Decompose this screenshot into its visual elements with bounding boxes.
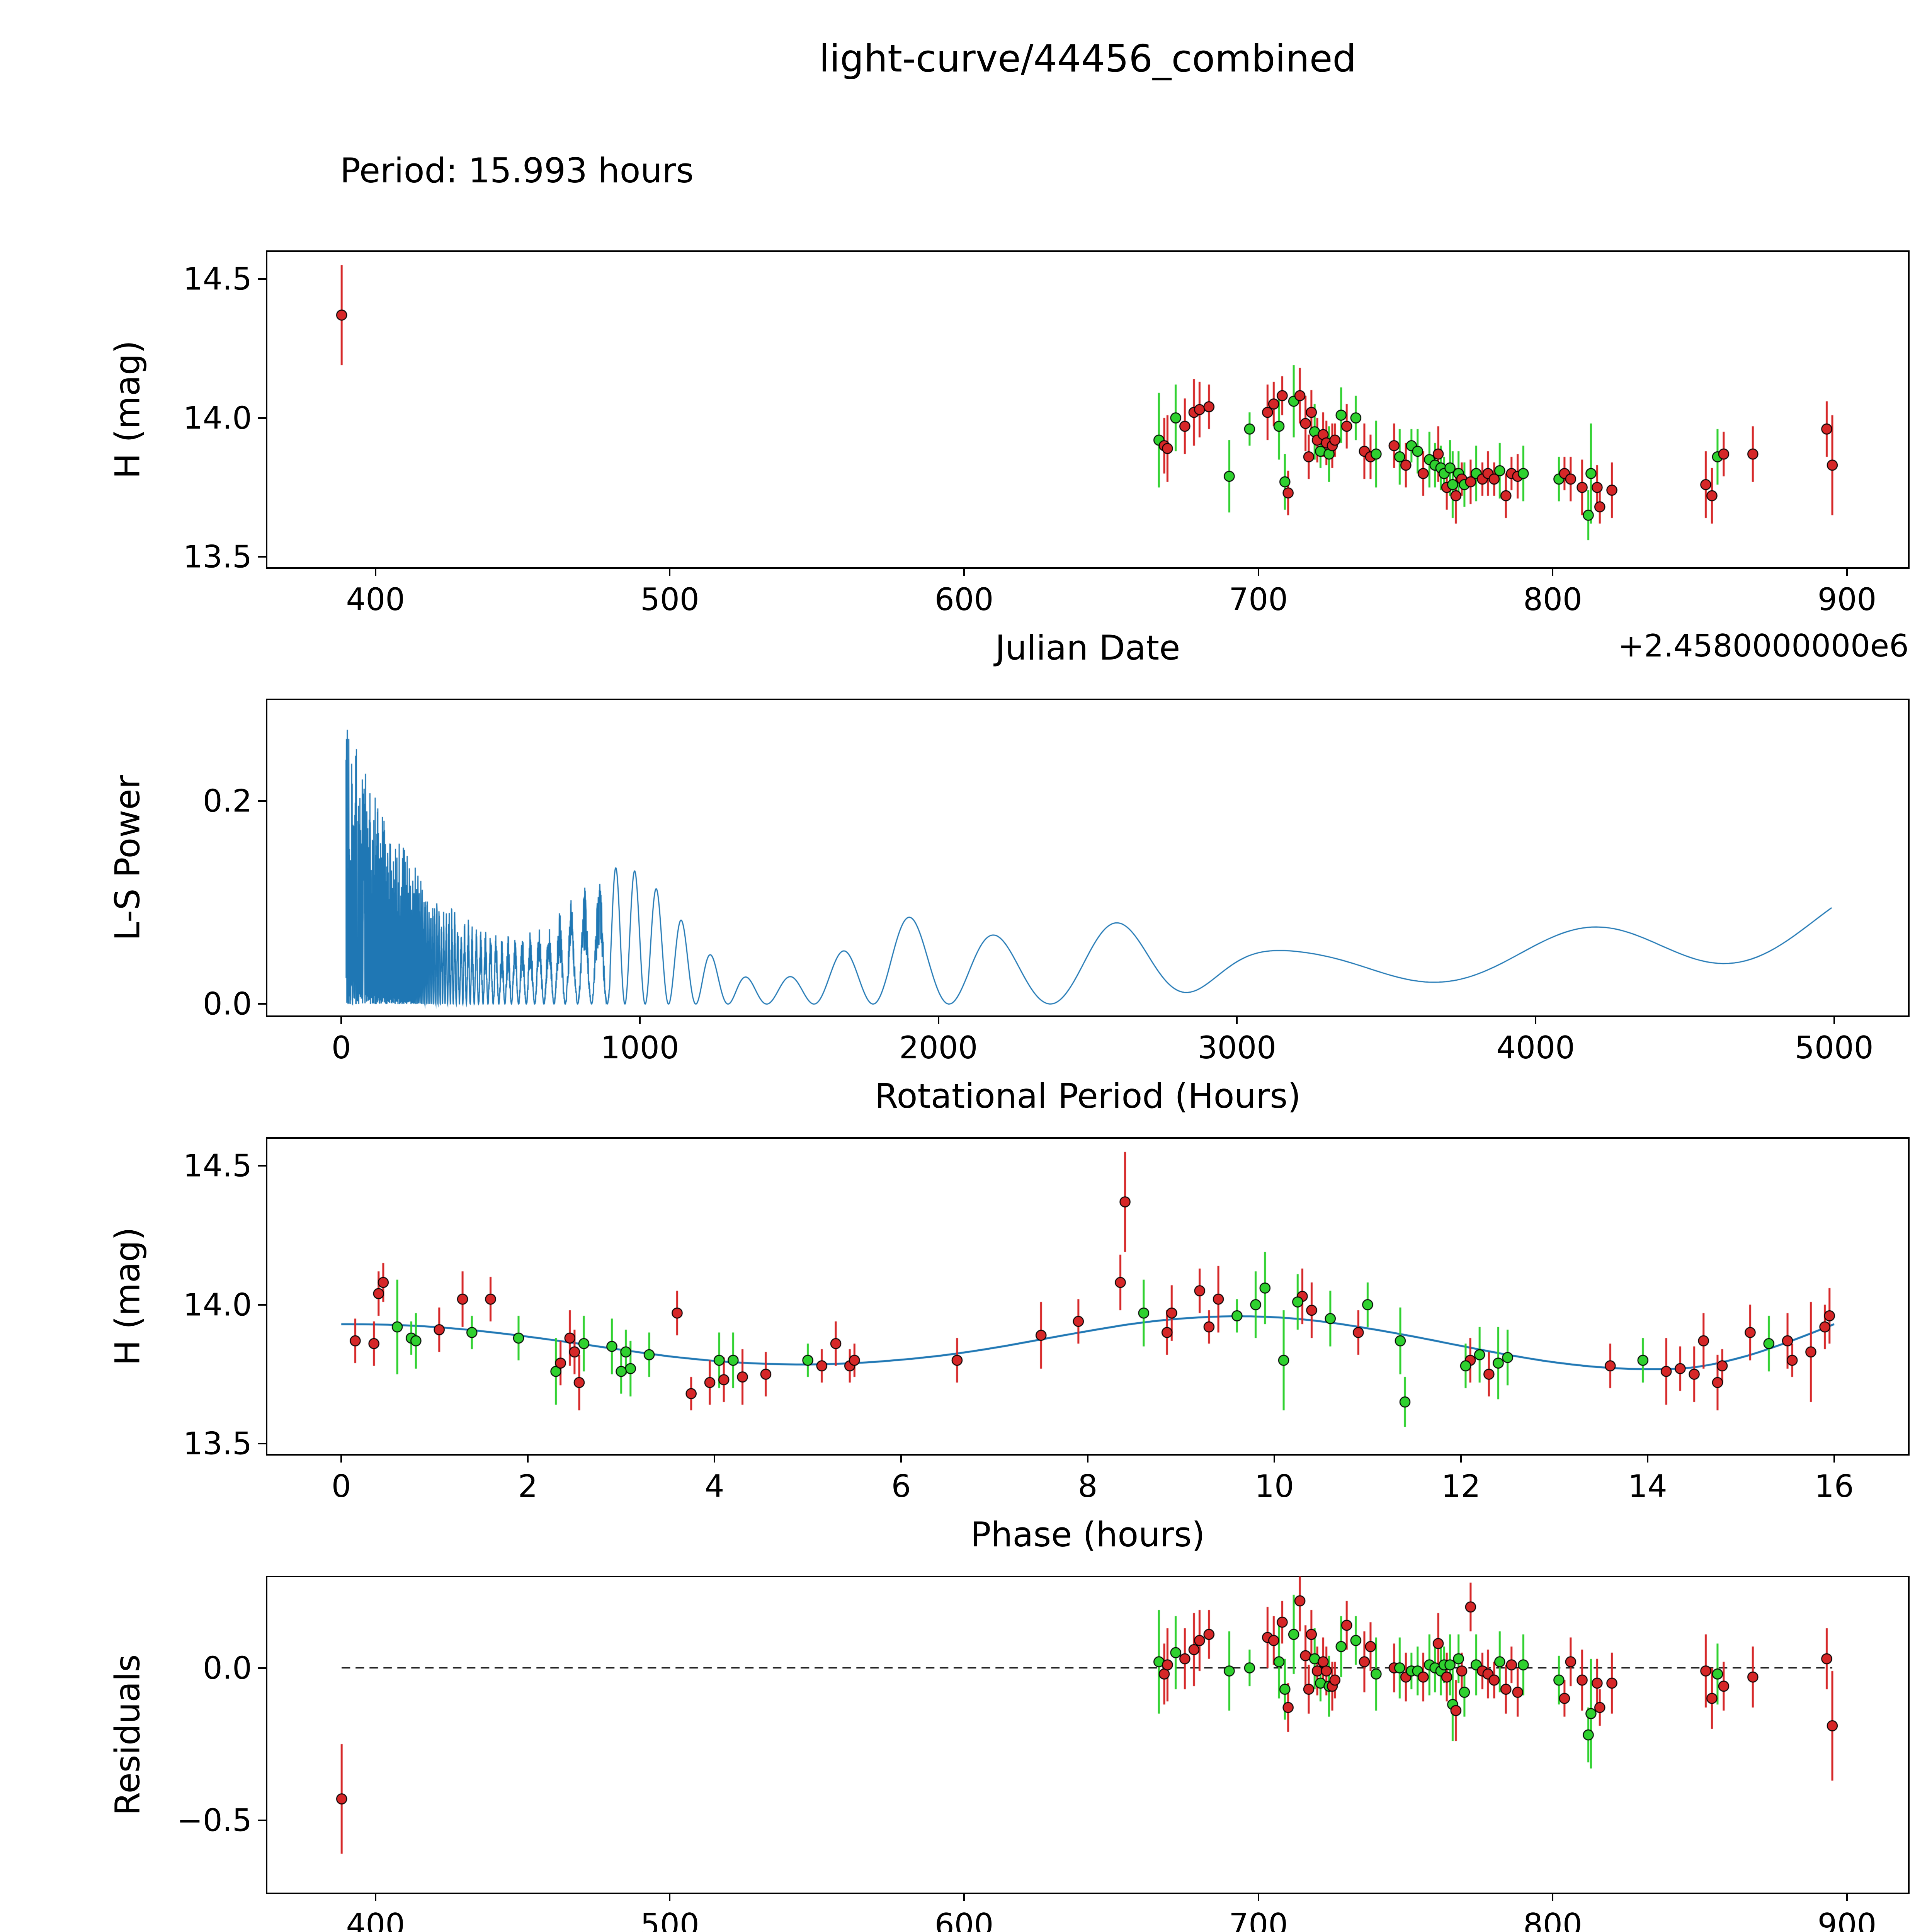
- phase-plot-area: [266, 1137, 1910, 1456]
- x-tick-mark: [1846, 1893, 1848, 1901]
- x-tick-mark: [1273, 1455, 1275, 1463]
- y-tick-mark: [258, 1003, 267, 1005]
- y-tick-label: −0.5: [177, 1802, 252, 1838]
- x-tick-mark: [374, 568, 376, 576]
- x-tick-label: 2: [518, 1468, 538, 1504]
- y-tick-label: 0.0: [202, 1650, 252, 1686]
- phase-xlabel: Phase (hours): [970, 1515, 1205, 1554]
- x-tick-label: 900: [1817, 1907, 1877, 1932]
- y-tick-mark: [258, 1819, 267, 1821]
- x-tick-label: 1000: [600, 1030, 679, 1066]
- x-tick-label: 800: [1523, 1907, 1582, 1932]
- x-tick-label: 900: [1817, 582, 1877, 617]
- x-tick-mark: [963, 568, 965, 576]
- x-tick-label: 700: [1229, 1907, 1288, 1932]
- x-tick-mark: [1236, 1016, 1238, 1024]
- y-tick-mark: [258, 278, 267, 280]
- x-tick-label: 12: [1441, 1468, 1481, 1504]
- periodogram-xlabel: Rotational Period (Hours): [874, 1076, 1301, 1116]
- y-tick-mark: [258, 1304, 267, 1306]
- periodogram-plot-area: [266, 699, 1910, 1017]
- y-tick-mark: [258, 1667, 267, 1669]
- x-tick-label: 3000: [1197, 1030, 1277, 1066]
- x-tick-label: 4000: [1496, 1030, 1575, 1066]
- x-tick-mark: [1087, 1455, 1088, 1463]
- y-tick-mark: [258, 417, 267, 419]
- x-tick-label: 800: [1523, 582, 1582, 617]
- periodogram-canvas: [267, 699, 1909, 1016]
- x-tick-mark: [1552, 568, 1554, 576]
- x-tick-label: 16: [1814, 1468, 1854, 1504]
- y-tick-label: 14.5: [183, 261, 252, 297]
- x-tick-label: 400: [346, 1907, 405, 1932]
- residuals-plot-area: [266, 1576, 1910, 1894]
- y-tick-mark: [258, 1165, 267, 1167]
- x-tick-label: 0: [331, 1030, 351, 1066]
- x-tick-mark: [669, 1893, 671, 1901]
- y-tick-label: 13.5: [183, 1425, 252, 1462]
- x-tick-label: 500: [640, 1907, 699, 1932]
- x-tick-mark: [1833, 1455, 1835, 1463]
- x-tick-label: 500: [640, 582, 699, 617]
- x-tick-label: 14: [1628, 1468, 1667, 1504]
- y-tick-label: 14.0: [183, 400, 252, 436]
- x-tick-label: 600: [934, 582, 994, 617]
- x-tick-label: 4: [704, 1468, 724, 1504]
- x-tick-label: 6: [891, 1468, 911, 1504]
- x-tick-label: 8: [1078, 1468, 1098, 1504]
- lightcurve-canvas: [267, 251, 1909, 568]
- x-tick-mark: [1646, 1455, 1648, 1463]
- x-tick-mark: [340, 1455, 342, 1463]
- x-tick-mark: [374, 1893, 376, 1901]
- y-tick-label: 13.5: [183, 539, 252, 575]
- y-tick-mark: [258, 556, 267, 558]
- x-tick-mark: [1833, 1016, 1835, 1024]
- x-tick-label: 2000: [899, 1030, 978, 1066]
- x-tick-mark: [1257, 1893, 1259, 1901]
- x-tick-mark: [1552, 1893, 1554, 1901]
- x-tick-mark: [1846, 568, 1848, 576]
- x-tick-label: 10: [1255, 1468, 1294, 1504]
- y-tick-label: 14.0: [183, 1287, 252, 1323]
- x-tick-mark: [900, 1455, 902, 1463]
- x-tick-label: 0: [331, 1468, 351, 1504]
- x-tick-mark: [1535, 1016, 1537, 1024]
- figure-title: light-curve/44456_combined: [819, 37, 1356, 80]
- y-tick-label: 0.0: [202, 986, 252, 1022]
- x-tick-mark: [527, 1455, 529, 1463]
- x-tick-label: 400: [346, 582, 405, 617]
- lightcurve-xlabel: Julian Date: [995, 628, 1180, 668]
- x-tick-mark: [714, 1455, 716, 1463]
- lightcurve-x-offset: +2.4580000000e6: [1618, 628, 1909, 664]
- x-tick-label: 700: [1229, 582, 1288, 617]
- y-tick-mark: [258, 1443, 267, 1445]
- residuals-canvas: [267, 1577, 1909, 1893]
- y-tick-label: 14.5: [183, 1148, 252, 1184]
- x-tick-label: 600: [934, 1907, 994, 1932]
- x-tick-label: 5000: [1795, 1030, 1874, 1066]
- x-tick-mark: [963, 1893, 965, 1901]
- x-tick-mark: [340, 1016, 342, 1024]
- x-tick-mark: [1257, 568, 1259, 576]
- period-annotation: Period: 15.993 hours: [340, 151, 694, 190]
- lightcurve-plot-area: [266, 250, 1910, 569]
- x-tick-mark: [669, 568, 671, 576]
- y-tick-mark: [258, 800, 267, 802]
- x-tick-mark: [639, 1016, 641, 1024]
- phase-canvas: [267, 1138, 1909, 1455]
- x-tick-mark: [937, 1016, 939, 1024]
- x-tick-mark: [1460, 1455, 1462, 1463]
- y-tick-label: 0.2: [202, 783, 252, 819]
